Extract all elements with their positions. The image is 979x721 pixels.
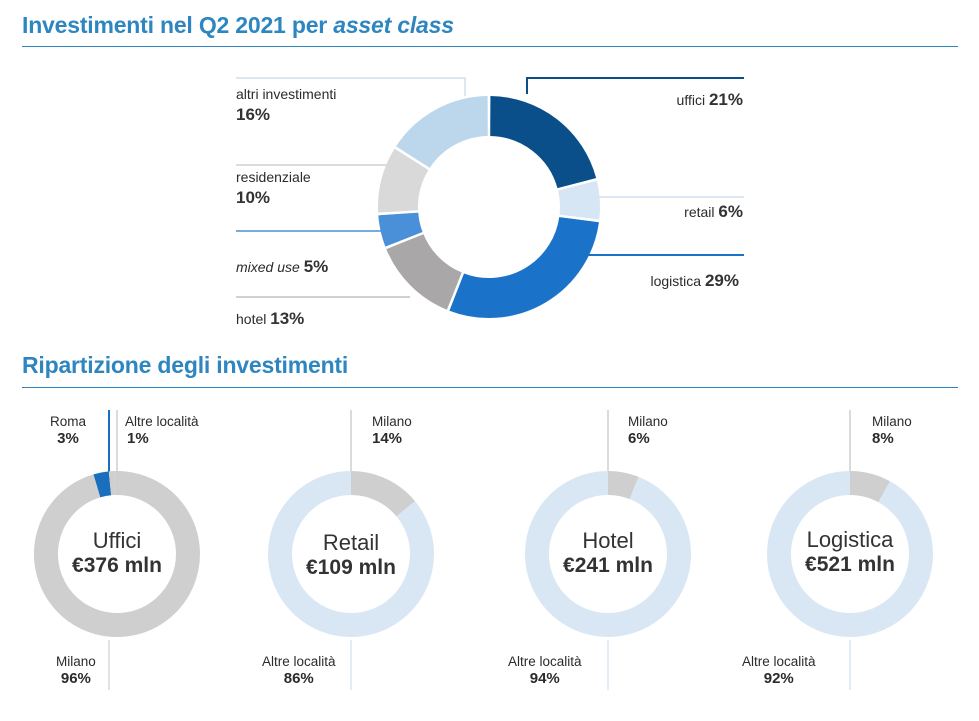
slice-percent: 14%	[372, 430, 403, 448]
slice-name: Roma	[50, 414, 87, 429]
donut-slice-hotel	[386, 233, 463, 310]
donut-slice-altre-localit-	[525, 471, 691, 637]
label-milano: Milano 96%	[56, 654, 96, 688]
slice-percent: 1%	[127, 430, 149, 448]
label-roma: Roma 3%	[50, 414, 86, 448]
slice-percent: 6%	[628, 430, 650, 448]
section-title-asset-class: Investimenti nel Q2 2021 per asset class	[22, 12, 454, 39]
slice-percent: 86%	[283, 670, 314, 688]
center-value: €109 mln	[306, 556, 396, 579]
center-value: €241 mln	[563, 554, 653, 577]
donut-slice-milano	[849, 471, 890, 503]
title-prefix: Investimenti nel Q2 2021 per	[22, 12, 334, 38]
slice-percent: 92%	[763, 670, 794, 688]
slice-separator	[384, 231, 425, 250]
label-milano: Milano 6%	[628, 414, 668, 448]
section-title-breakdown: Ripartizione degli investimenti	[22, 352, 349, 378]
donut-slice-milano	[607, 471, 639, 500]
donut-slice-altre-localit-	[767, 471, 933, 637]
label-altre-localita: Altre località 94%	[508, 654, 582, 688]
slice-percent: 21%	[708, 90, 743, 109]
center-name: Retail	[322, 530, 380, 555]
slice-name: Altre località	[508, 654, 582, 669]
slice-name: altri investimenti	[236, 86, 337, 102]
slice-name: retail	[684, 204, 715, 220]
donut-slice-altri-investimenti	[396, 96, 489, 169]
label-retail: retail 6%	[684, 201, 743, 222]
slice-name: Altre località	[125, 414, 199, 429]
label-altri-investimenti: altri investimenti 16%	[236, 86, 336, 125]
label-hotel: hotel 13%	[236, 308, 304, 329]
donut-slice-milano	[350, 471, 415, 517]
label-altre-localita: Altre località 1%	[125, 414, 199, 448]
label-milano: Milano 14%	[372, 414, 412, 448]
donut-center-retail: Retail €109 mln	[276, 530, 426, 580]
slice-percent: 6%	[718, 202, 743, 221]
donut-center-hotel: Hotel €241 mln	[533, 528, 683, 578]
slice-name: Altre località	[742, 654, 816, 669]
donut-slice-retail	[557, 180, 600, 220]
center-name: Hotel	[582, 528, 634, 553]
slice-name: Milano	[872, 414, 912, 429]
label-altre-localita: Altre località 92%	[742, 654, 816, 688]
slice-percent: 8%	[872, 430, 894, 448]
slice-percent: 3%	[57, 430, 79, 448]
donut-slice-altre-localit-	[268, 471, 434, 637]
slice-percent: 96%	[60, 670, 91, 688]
slice-percent: 10%	[236, 187, 271, 207]
slice-separator	[393, 145, 431, 171]
center-name: Logistica	[806, 527, 894, 552]
slice-percent: 13%	[270, 309, 305, 328]
slice-separator	[558, 214, 601, 223]
leader-lines	[108, 77, 851, 690]
slice-name: Altre località	[262, 654, 336, 669]
center-value: €376 mln	[72, 554, 162, 577]
slice-name: hotel	[236, 311, 267, 327]
slice-name: mixed use	[236, 259, 300, 275]
slice-name: Milano	[56, 654, 96, 669]
donut-slice-mixed-use	[378, 211, 423, 247]
donut-slice-logistica	[449, 216, 599, 318]
label-uffici: uffici 21%	[677, 89, 743, 110]
slice-separator	[556, 177, 598, 191]
label-altre-localita: Altre località 86%	[262, 654, 336, 688]
title-rule	[22, 387, 958, 388]
slice-separator	[377, 210, 420, 216]
title-italic: asset class	[333, 12, 454, 38]
label-logistica: logistica 29%	[650, 270, 739, 291]
center-name: Uffici	[92, 528, 142, 553]
donut-slice-milano	[33, 471, 200, 637]
slice-percent: 94%	[529, 670, 560, 688]
label-milano: Milano 8%	[872, 414, 912, 448]
slice-separator	[446, 271, 465, 312]
title-rule	[22, 46, 958, 47]
donut-slice-uffici	[489, 96, 597, 190]
slice-percent: 29%	[704, 271, 739, 290]
slice-name: Milano	[628, 414, 668, 429]
donut-center-logistica: Logistica €521 mln	[775, 527, 925, 577]
slice-name: Milano	[372, 414, 412, 429]
slice-percent: 5%	[303, 257, 329, 276]
slice-name: uffici	[676, 92, 706, 108]
donut-slice-residenziale	[378, 148, 430, 213]
donut-center-uffici: Uffici €376 mln	[42, 528, 192, 578]
slice-name: residenziale	[236, 169, 311, 185]
donut-rings	[33, 95, 933, 637]
slice-name: logistica	[650, 273, 702, 289]
slice-percent: 16%	[236, 104, 271, 124]
donut-slice-roma	[93, 471, 112, 498]
label-mixed-use: mixed use 5%	[236, 256, 328, 277]
center-value: €521 mln	[805, 553, 895, 576]
label-residenziale: residenziale 10%	[236, 169, 311, 208]
